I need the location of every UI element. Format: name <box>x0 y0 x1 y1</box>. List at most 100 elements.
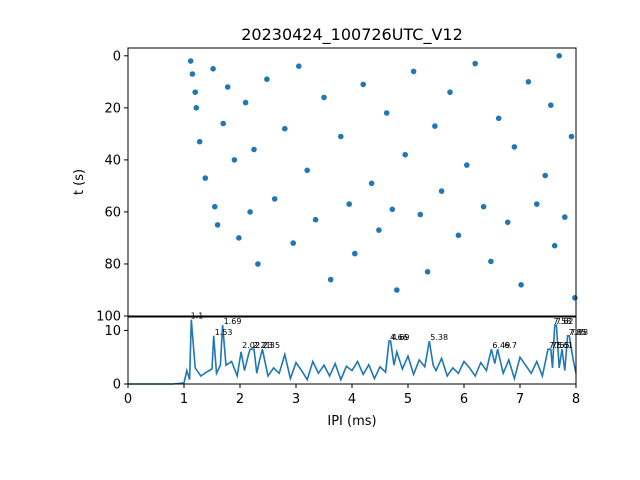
spike-point <box>417 211 424 218</box>
scatter-y-tick-label: 100 <box>96 310 121 325</box>
spike-point <box>296 63 302 69</box>
spike-point <box>304 167 311 174</box>
spike-point <box>231 157 238 163</box>
spike-point <box>504 219 511 226</box>
spike-point <box>236 235 242 241</box>
spike-point <box>438 188 445 194</box>
peak-label: 1.69 <box>224 317 242 326</box>
spike-point <box>534 201 540 207</box>
histogram-x-tick-label: 8 <box>572 392 580 407</box>
spike-point <box>551 242 558 249</box>
histogram-y-ticks: 0 10 <box>104 324 128 393</box>
histogram-y-tick-label: 0 <box>113 378 121 393</box>
spike-point <box>290 240 297 246</box>
scatter-panel: 0 20 40 60 80 100 t (s) <box>72 47 578 325</box>
spike-point <box>327 276 334 283</box>
spike-point <box>212 203 218 210</box>
histogram-x-tick-label: 5 <box>404 392 412 407</box>
scatter-y-tick-label: 0 <box>113 49 121 64</box>
chart-title: 20230424_100726UTC_V12 <box>241 25 463 45</box>
spike-point <box>312 216 319 223</box>
scatter-y-tick-label: 80 <box>104 257 121 272</box>
histogram-x-tick-label: 0 <box>124 392 132 407</box>
spike-point <box>264 76 270 82</box>
histogram-peak-labels: 1.1 1.53 1.69 2.022.212.232.35 4.664.69 5.38 6… <box>191 312 589 351</box>
spike-point <box>402 151 409 158</box>
peak-label: 7.61 <box>555 341 573 350</box>
spike-point <box>511 144 518 150</box>
peak-label: 7.5 <box>549 341 562 350</box>
scatter-y-tick-label: 40 <box>104 153 121 168</box>
scatter-frame <box>127 47 577 317</box>
histogram-line <box>128 319 577 385</box>
spike-point <box>480 203 487 210</box>
peak-label: 1.53 <box>215 328 233 337</box>
peak-label: 2.23 <box>255 341 273 350</box>
spike-point <box>251 146 257 153</box>
histogram-panel: 1.1 1.53 1.69 2.022.212.232.35 4.664.69 5.38 6… <box>104 312 588 429</box>
spike-point <box>562 214 568 220</box>
spike-point <box>242 99 249 106</box>
spike-point <box>321 94 327 101</box>
scatter-y-axis-label: t (s) <box>72 169 87 195</box>
spike-point <box>455 232 462 239</box>
spike-point <box>189 71 196 77</box>
spike-point <box>352 250 358 257</box>
scatter-points <box>187 53 578 301</box>
histogram-x-tick-label: 7 <box>516 392 524 407</box>
scatter-y-ticks: 0 20 40 60 80 100 <box>96 49 128 325</box>
spike-point <box>271 196 278 202</box>
spike-point <box>210 66 216 72</box>
histogram-x-tick-label: 1 <box>180 392 188 407</box>
peak-label: 7.62 <box>556 317 574 326</box>
histogram-y-tick-label: 10 <box>104 324 121 339</box>
peak-label: 4.66 <box>390 333 408 342</box>
peak-label: 5.38 <box>430 333 448 342</box>
spike-point <box>220 120 226 127</box>
peak-label: 1.1 <box>191 312 204 321</box>
spike-point <box>464 162 470 168</box>
spike-point <box>556 53 562 59</box>
spike-point <box>389 206 396 213</box>
spike-point <box>383 110 390 116</box>
spike-point <box>360 81 367 88</box>
spike-point <box>410 68 417 75</box>
spike-point <box>193 105 200 111</box>
spike-point <box>394 287 400 293</box>
peak-label: 6.49 <box>492 341 510 350</box>
spike-point <box>525 79 532 85</box>
spike-point <box>282 125 288 132</box>
spike-point <box>447 89 453 95</box>
spike-point <box>472 60 479 67</box>
spike-point <box>196 138 203 145</box>
histogram-x-axis-label: IPI (ms) <box>327 414 376 429</box>
peak-label: 2.21 <box>253 341 271 350</box>
spike-point <box>368 180 375 187</box>
spike-point <box>495 115 502 122</box>
spike-point <box>568 133 575 140</box>
spike-point <box>338 133 344 140</box>
peak-label: 7.55 <box>552 341 570 350</box>
spike-point <box>224 84 231 90</box>
peak-label: 4.69 <box>392 333 410 342</box>
histogram-x-tick-label: 6 <box>460 392 468 407</box>
peak-label: 7.88 <box>570 328 588 337</box>
spike-point <box>255 261 261 267</box>
scatter-y-tick-label: 60 <box>104 205 121 220</box>
spike-point <box>202 175 209 181</box>
spike-point <box>376 227 382 233</box>
spike-point <box>187 58 194 64</box>
spike-point <box>432 123 438 129</box>
histogram-x-tick-label: 3 <box>292 392 300 407</box>
spike-point <box>488 258 494 265</box>
histogram-x-tick-label: 2 <box>236 392 244 407</box>
histogram-x-tick-label: 4 <box>348 392 356 407</box>
spike-point <box>192 89 198 95</box>
spike-point <box>424 269 431 275</box>
histogram-x-ticks: 0 1 2 3 4 5 6 7 8 <box>124 384 580 407</box>
spike-point <box>518 282 524 288</box>
peak-label: 7.85 <box>569 328 587 337</box>
scatter-y-tick-label: 20 <box>104 101 121 116</box>
peak-label: 2.35 <box>262 341 280 350</box>
